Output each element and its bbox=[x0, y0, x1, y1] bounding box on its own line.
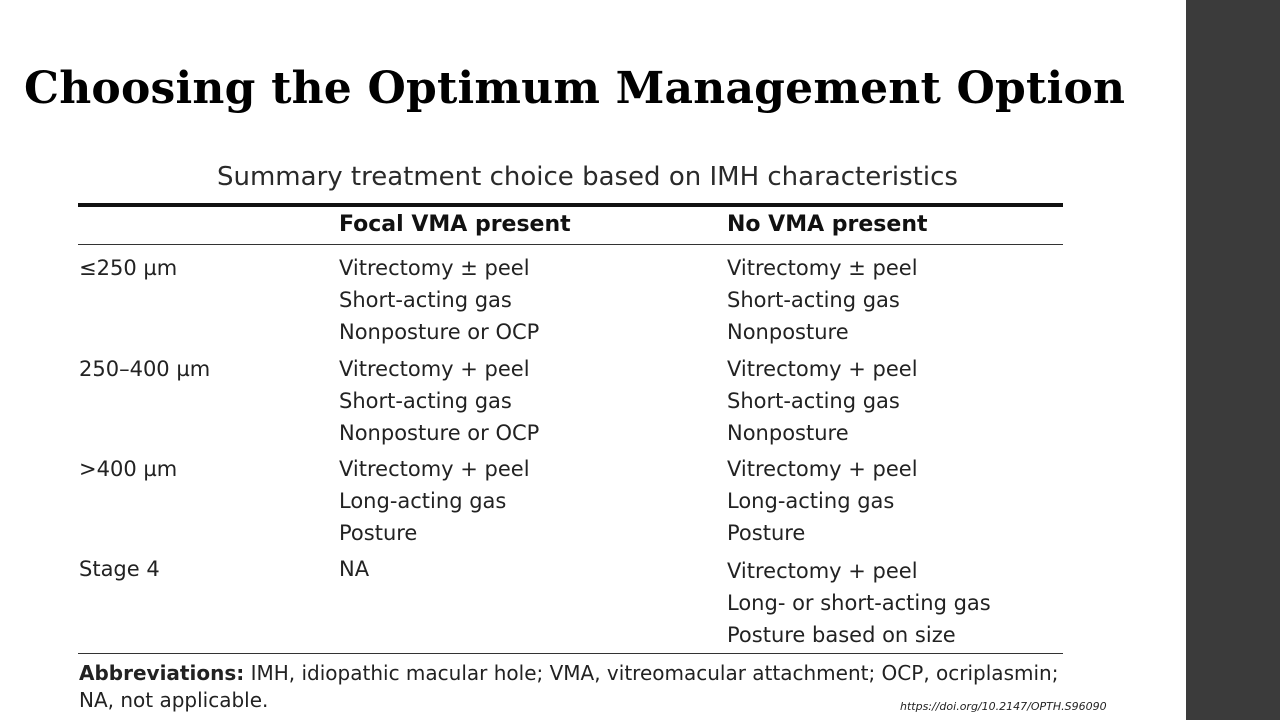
treatment-item: Nonposture or OCP bbox=[339, 320, 540, 344]
treatment-item: Nonposture or OCP bbox=[339, 421, 540, 445]
no-vma-cell: Vitrectomy + peel Short-acting gas Nonpo… bbox=[727, 353, 918, 449]
abbreviations-text: IMH, idiopathic macular hole; VMA, vitre… bbox=[79, 661, 1059, 712]
hole-size-cell: ≤250 µm bbox=[79, 256, 178, 280]
focal-vma-cell: NA bbox=[339, 553, 369, 585]
doi-link[interactable]: https://doi.org/10.2147/OPTH.S96090 bbox=[900, 700, 1107, 713]
table-footer-rule bbox=[78, 653, 1063, 654]
treatment-item: Vitrectomy + peel bbox=[339, 357, 530, 381]
treatment-item: Posture based on size bbox=[727, 623, 956, 647]
treatment-item: Vitrectomy + peel bbox=[727, 559, 918, 583]
treatment-item: Posture bbox=[339, 521, 418, 545]
treatment-item: Vitrectomy + peel bbox=[339, 457, 530, 481]
column-header-focal-vma: Focal VMA present bbox=[339, 212, 571, 237]
treatment-item: NA bbox=[339, 557, 370, 581]
hole-size-cell: >400 µm bbox=[79, 457, 178, 481]
treatment-item: Vitrectomy + peel bbox=[727, 357, 918, 381]
abbreviations-note: Abbreviations: IMH, idiopathic macular h… bbox=[79, 660, 1069, 714]
treatment-item: Long-acting gas bbox=[727, 489, 895, 513]
treatment-item: Vitrectomy ± peel bbox=[727, 256, 918, 280]
treatment-item: Short-acting gas bbox=[339, 288, 512, 312]
treatment-item: Short-acting gas bbox=[727, 389, 900, 413]
focal-vma-cell: Vitrectomy ± peel Short-acting gas Nonpo… bbox=[339, 252, 539, 348]
focal-vma-cell: Vitrectomy + peel Long-acting gas Postur… bbox=[339, 453, 530, 549]
column-header-no-vma: No VMA present bbox=[727, 212, 928, 237]
no-vma-cell: Vitrectomy + peel Long- or short-acting … bbox=[727, 553, 991, 651]
slide-title: Choosing the Optimum Management Option bbox=[24, 63, 1126, 114]
hole-size-cell: 250–400 µm bbox=[79, 357, 211, 381]
treatment-item: Long- or short-acting gas bbox=[727, 591, 991, 615]
slide-side-bar bbox=[1186, 0, 1280, 720]
focal-vma-cell: Vitrectomy + peel Short-acting gas Nonpo… bbox=[339, 353, 539, 449]
hole-size-cell: Stage 4 bbox=[79, 557, 160, 581]
no-vma-cell: Vitrectomy + peel Long-acting gas Postur… bbox=[727, 453, 918, 549]
no-vma-cell: Vitrectomy ± peel Short-acting gas Nonpo… bbox=[727, 252, 918, 348]
table-header-rule bbox=[78, 244, 1063, 245]
treatment-item: Long-acting gas bbox=[339, 489, 507, 513]
treatment-item: Vitrectomy ± peel bbox=[339, 256, 530, 280]
treatment-item: Vitrectomy + peel bbox=[727, 457, 918, 481]
treatment-item: Nonposture bbox=[727, 421, 849, 445]
treatment-item: Posture bbox=[727, 521, 806, 545]
treatment-item: Nonposture bbox=[727, 320, 849, 344]
treatment-item: Short-acting gas bbox=[727, 288, 900, 312]
treatment-item: Short-acting gas bbox=[339, 389, 512, 413]
table-caption: Summary treatment choice based on IMH ch… bbox=[217, 162, 958, 192]
table-top-rule bbox=[78, 203, 1063, 207]
abbreviations-label: Abbreviations: bbox=[79, 661, 245, 685]
